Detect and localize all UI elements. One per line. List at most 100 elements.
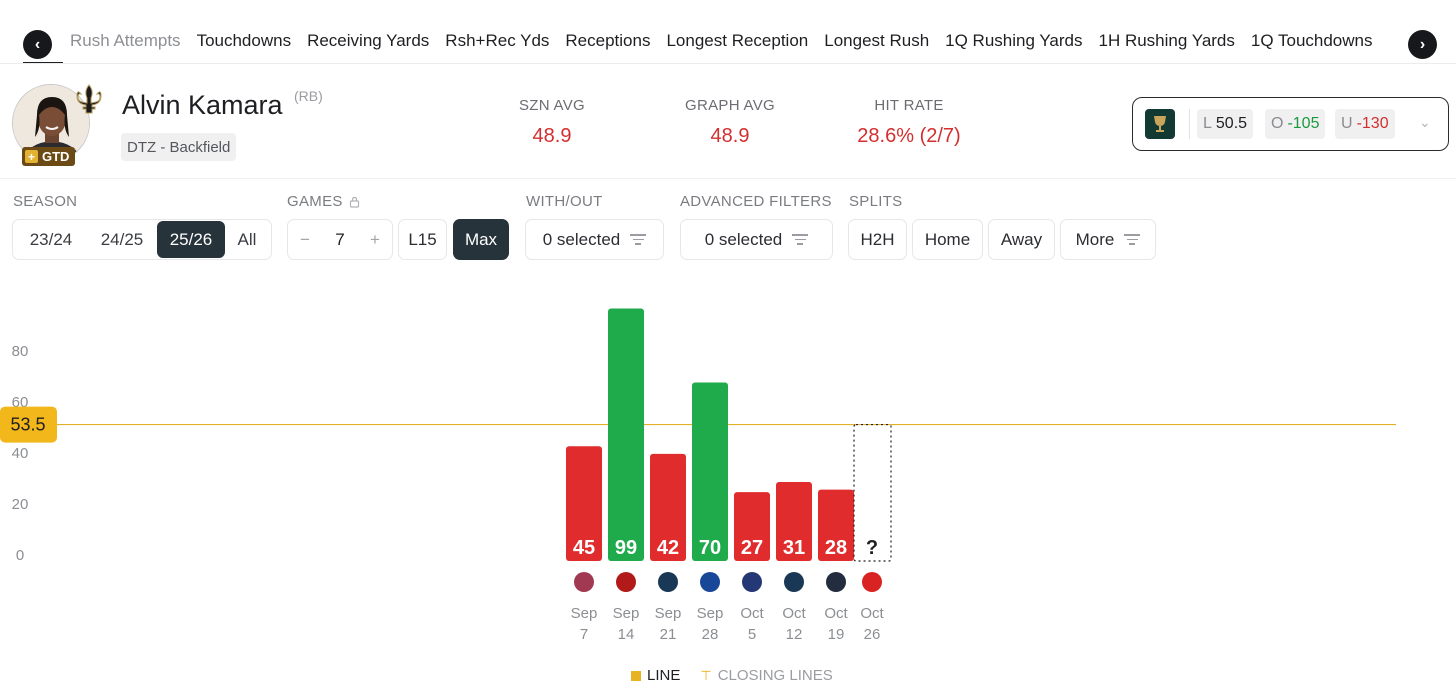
- with-without-label: WITH/OUT: [526, 193, 603, 210]
- season-average-label: SZN AVG: [518, 97, 585, 114]
- date-day-label: 19: [828, 626, 845, 643]
- date-day-label: 26: [864, 626, 881, 643]
- odds-selector[interactable]: L 50.5 O -105 U -130 ⌄: [1132, 97, 1449, 151]
- date-month-label: Oct: [824, 605, 848, 622]
- status-badge: + GTD: [22, 147, 76, 166]
- bar-4: [692, 382, 728, 561]
- over-odds-value: -105: [1287, 115, 1320, 132]
- pending-bar: [853, 423, 892, 562]
- splits-label: SPLITS: [849, 193, 903, 210]
- games-increment-button[interactable]: +: [370, 229, 380, 249]
- y-tick-label-80: 80: [12, 343, 29, 360]
- bar-3: [650, 453, 686, 561]
- date-month-label: Sep: [571, 605, 598, 622]
- under-odds-value: -130: [1356, 115, 1389, 132]
- over-prefix: O: [1271, 115, 1284, 132]
- season-option-23-24[interactable]: 23/24: [29, 229, 73, 249]
- date-day-label: 14: [618, 626, 635, 643]
- graph-average: GRAPH AVG 48.9: [672, 97, 788, 148]
- last-15-button[interactable]: L15: [398, 219, 447, 260]
- bar-value-label: 99: [615, 537, 637, 559]
- games-decrement-button[interactable]: −: [300, 229, 310, 249]
- closing-lines-legend-label: CLOSING LINES: [717, 667, 833, 684]
- chart-legend: LINE ⊤ CLOSING LINES: [631, 667, 833, 684]
- tab-1q-rushing-yards[interactable]: 1Q Rushing Yards: [945, 31, 1083, 50]
- date-month-label: Sep: [613, 605, 640, 622]
- bar-value-label: ?: [866, 537, 878, 559]
- scroll-left-button[interactable]: ‹: [23, 30, 52, 59]
- active-tab-indicator: [23, 62, 63, 63]
- season-option-all[interactable]: All: [237, 229, 257, 249]
- tab-rsh-rec-yds[interactable]: Rsh+Rec Yds: [445, 31, 550, 50]
- split-h2h-button[interactable]: H2H: [848, 219, 907, 260]
- line-legend-label[interactable]: LINE: [647, 667, 681, 684]
- tab-1h-rushing-yards[interactable]: 1H Rushing Yards: [1098, 31, 1235, 50]
- prop-tabs: Rush Attempts Touchdowns Receiving Yards Rs…: [70, 31, 1373, 51]
- split-away-button[interactable]: Away: [988, 219, 1055, 260]
- filter-icon: [630, 234, 647, 245]
- hit-rate: HIT RATE 28.6% (2/7): [848, 97, 970, 148]
- chevron-down-icon: ⌄: [1419, 114, 1431, 130]
- split-home-button[interactable]: Home: [912, 219, 983, 260]
- tab-longest-rush[interactable]: Longest Rush: [824, 31, 930, 50]
- tab-1q-touchdowns[interactable]: 1Q Touchdowns: [1250, 31, 1373, 50]
- team-logo-49ers-icon: [616, 572, 636, 592]
- y-tick-label-40: 40: [12, 445, 29, 462]
- hit-rate-value: 28.6% (2/7): [857, 125, 961, 147]
- bar-6: [776, 481, 812, 561]
- date-month-label: Oct: [782, 605, 806, 622]
- bar-value-label: 70: [699, 537, 721, 559]
- chevron-left-icon: ‹: [34, 35, 41, 53]
- bar-value-label: 27: [741, 537, 763, 559]
- season-option-25-26[interactable]: 25/26: [157, 221, 225, 258]
- team-logo-giants-icon: [742, 572, 762, 592]
- games-count[interactable]: 7: [335, 229, 345, 249]
- season-selector: 23/24 24/25 25/26 All: [12, 219, 272, 260]
- max-games-button[interactable]: Max: [453, 219, 509, 260]
- date-month-label: Sep: [655, 605, 682, 622]
- team-logo-bills-icon: [700, 572, 720, 592]
- tab-receptions[interactable]: Receptions: [565, 31, 651, 50]
- player-position: (RB): [294, 88, 323, 104]
- over-odds-chip: O -105: [1265, 109, 1326, 139]
- with-without-dropdown[interactable]: 0 selected: [525, 219, 664, 260]
- team-tag: DTZ - Backfield: [121, 133, 237, 161]
- advanced-filters-value: 0 selected: [704, 229, 783, 249]
- split-more-button[interactable]: More: [1060, 219, 1156, 260]
- split-more-label: More: [1075, 229, 1115, 249]
- season-average-value: 48.9: [532, 125, 572, 147]
- games-label-group: GAMES: [287, 193, 360, 210]
- prop-line-value: 53.5: [10, 415, 45, 435]
- header-divider: [0, 178, 1456, 179]
- bar-value-label: 28: [825, 537, 847, 559]
- team-logo-cardinals-icon: [574, 572, 594, 592]
- sportsbook-trophy-icon: [1145, 109, 1175, 139]
- tab-receiving-yards[interactable]: Receiving Yards: [307, 31, 430, 50]
- line-value: 50.5: [1215, 115, 1248, 132]
- y-tick-label-20: 20: [12, 496, 29, 513]
- date-day-label: 21: [660, 626, 677, 643]
- team-logo-bears-icon: [826, 572, 846, 592]
- team-logo-patriots-icon: [784, 572, 804, 592]
- bar-value-label: 42: [657, 537, 679, 559]
- date-day-label: 7: [580, 626, 588, 643]
- advanced-filters-label: ADVANCED FILTERS: [680, 193, 832, 210]
- under-prefix: U: [1341, 115, 1353, 132]
- closing-lines-legend[interactable]: ⊤ CLOSING LINES: [700, 667, 832, 684]
- tab-touchdowns[interactable]: Touchdowns: [196, 31, 292, 50]
- games-stepper: − 7 +: [287, 219, 393, 260]
- bar-5: [734, 492, 770, 561]
- team-logo-seahawks-icon: [658, 572, 678, 592]
- line-prefix: L: [1203, 115, 1212, 132]
- advanced-filters-dropdown[interactable]: 0 selected: [680, 219, 833, 260]
- date-day-label: 28: [702, 626, 719, 643]
- season-option-24-25[interactable]: 24/25: [100, 229, 144, 249]
- tab-rush-attempts[interactable]: Rush Attempts: [70, 31, 181, 50]
- player-name: Alvin Kamara: [122, 90, 283, 120]
- game-log-bar-chart: 02040608053.545Sep799Sep1442Sep2170Sep28…: [0, 308, 1396, 643]
- tab-longest-reception[interactable]: Longest Reception: [666, 31, 809, 50]
- under-odds-chip: U -130: [1335, 109, 1395, 139]
- bar-2: [608, 308, 644, 561]
- date-day-label: 12: [786, 626, 803, 643]
- scroll-right-button[interactable]: ›: [1408, 30, 1437, 59]
